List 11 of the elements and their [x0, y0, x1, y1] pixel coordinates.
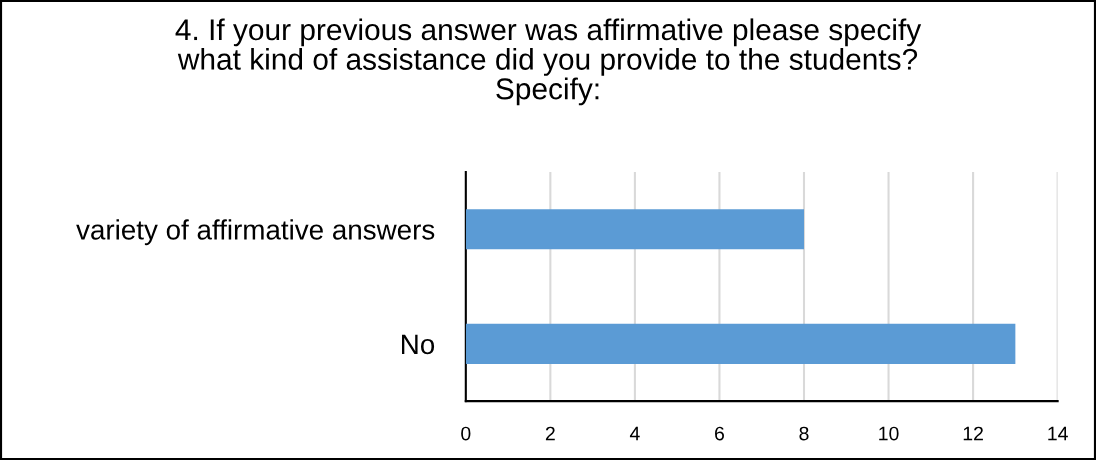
x-tick-label: 8	[799, 426, 809, 441]
y-tick-label: No	[402, 334, 435, 355]
y-tick-label: variety of affirmative answers	[76, 219, 435, 246]
x-tick-label: 0	[461, 426, 471, 441]
x-tick-label: 14	[1048, 426, 1068, 441]
x-tick-label: 6	[715, 426, 724, 441]
x-tick-label: 12	[963, 426, 983, 441]
chart-title: 4. If your previous answer was affirmative please specify what kind of assistance did you provide to the students? Specify:	[175, 18, 922, 106]
x-tick-label: 2	[545, 426, 555, 441]
x-tick-label: 4	[629, 426, 640, 441]
x-tick-label: 10	[879, 426, 899, 441]
